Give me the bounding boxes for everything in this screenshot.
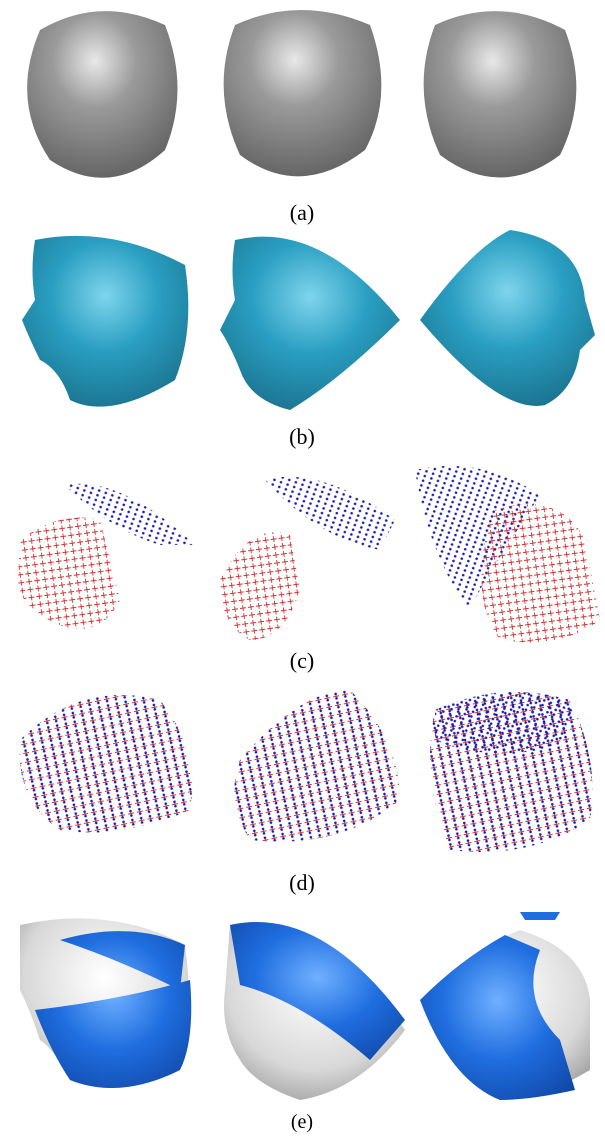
face [22,236,188,407]
face [220,237,400,410]
fragment [520,912,560,920]
figure: (a) (b) (c) (d) (e) [0,0,605,1136]
point-cloud-overlap [20,695,193,833]
point-cloud-blue [435,692,572,753]
point-cloud-red [220,532,300,640]
row-d [20,690,593,852]
panel-label: (a) [290,200,314,225]
face [224,10,382,176]
face [420,230,595,406]
panel-label: (c) [290,648,314,673]
face [424,11,577,177]
page: (a) (b) (c) (d) (e) (() => { const data … [0,0,605,1136]
point-cloud-red [482,504,600,642]
panel-label: (d) [289,870,315,895]
row-a [27,10,576,178]
panel-label: (e) [291,1111,313,1133]
row-c [18,466,600,643]
row-b [22,230,595,410]
point-cloud-overlap [234,690,400,842]
panel-label: (b) [289,424,315,449]
point-cloud-red [18,518,120,630]
face [27,11,177,178]
row-e [20,912,590,1100]
